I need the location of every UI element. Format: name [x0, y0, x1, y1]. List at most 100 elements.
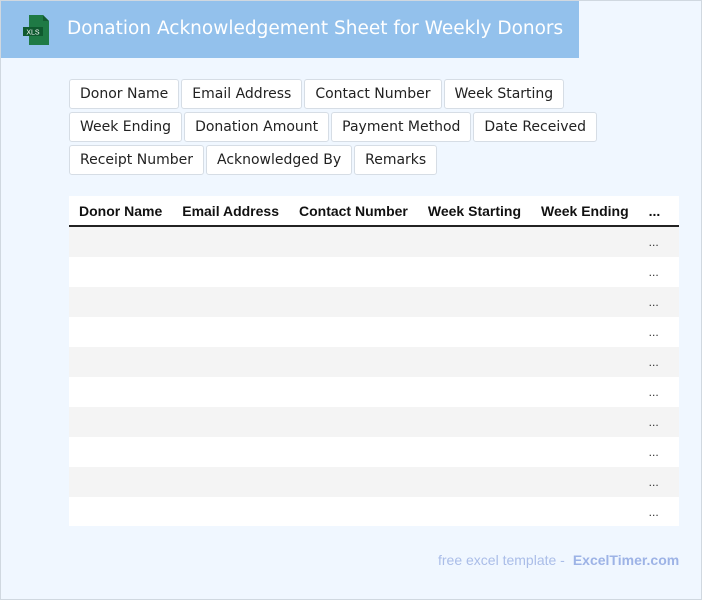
table-cell[interactable] [531, 497, 639, 526]
table-row: ... [69, 347, 679, 377]
table-cell[interactable] [289, 377, 418, 407]
table-cell[interactable] [172, 317, 289, 347]
table-cell[interactable] [172, 257, 289, 287]
table-cell[interactable]: ... [638, 407, 671, 437]
table-cell[interactable] [670, 287, 679, 317]
table-cell[interactable] [289, 257, 418, 287]
table-cell[interactable] [69, 467, 173, 497]
table-cell[interactable]: ... [638, 287, 671, 317]
table-cell[interactable] [417, 407, 531, 437]
column-header: Week Ending [531, 196, 639, 227]
table-cell[interactable] [172, 497, 289, 526]
table-cell[interactable] [69, 437, 172, 467]
table-cell[interactable]: ... [648, 385, 659, 399]
table-cell[interactable] [531, 437, 639, 467]
table-cell[interactable]: ... [648, 505, 659, 519]
table-cell[interactable] [531, 467, 639, 497]
table-cell[interactable] [288, 407, 418, 437]
table-cell[interactable] [531, 257, 639, 287]
table-row: ... [69, 317, 679, 347]
table-cell[interactable] [670, 467, 679, 497]
field-tag[interactable]: Date Received [473, 112, 598, 142]
table-row: ... [69, 467, 679, 497]
table-cell[interactable] [288, 347, 418, 377]
table-cell[interactable]: ... [638, 226, 671, 257]
column-header: Donor Name [69, 196, 173, 227]
table-cell[interactable] [417, 287, 531, 317]
footer-text: free excel template - [438, 552, 565, 568]
table-cell[interactable] [531, 226, 639, 257]
table-cell[interactable] [531, 287, 639, 317]
table-cell[interactable] [670, 497, 679, 526]
table-cell[interactable] [172, 347, 289, 377]
footer-brand-link[interactable]: ExcelTimer.com [572, 552, 680, 568]
column-header: Week Starting [417, 196, 531, 227]
table-cell[interactable] [531, 347, 639, 377]
table-cell[interactable] [670, 377, 679, 407]
table-cell[interactable] [531, 377, 639, 407]
table-cell[interactable] [288, 226, 418, 257]
table-row: ... [69, 377, 679, 407]
table-cell[interactable] [418, 437, 531, 467]
table-cell[interactable] [172, 377, 289, 407]
table-cell[interactable]: ... [638, 347, 671, 377]
table-cell[interactable] [69, 497, 172, 526]
table-cell[interactable] [289, 497, 418, 526]
table-cell[interactable] [69, 377, 172, 407]
field-tag[interactable]: Payment Method [331, 112, 472, 142]
column-header: ... [638, 196, 671, 227]
table-cell[interactable] [417, 347, 531, 377]
table-cell[interactable] [172, 437, 289, 467]
table-cell[interactable]: ... [648, 325, 659, 339]
column-header: Email Address [172, 196, 289, 227]
table-cell[interactable] [172, 407, 289, 437]
table-cell[interactable] [69, 317, 172, 347]
table-row: ... [69, 287, 679, 317]
field-tag[interactable]: Donor Name [69, 79, 180, 109]
table-cell[interactable]: ... [648, 445, 659, 459]
table-cell[interactable] [417, 226, 531, 257]
table-cell[interactable] [670, 226, 679, 257]
table-row: ... [69, 497, 679, 526]
table-cell[interactable] [289, 317, 418, 347]
table-cell[interactable] [172, 287, 289, 317]
table-cell[interactable] [172, 226, 289, 257]
table-row: ... [69, 226, 679, 257]
footer: free excel template - ExcelTimer.com [438, 552, 679, 568]
table-cell[interactable] [418, 497, 531, 526]
table-cell[interactable] [531, 317, 639, 347]
table-row: ... [69, 257, 679, 287]
page-title: Donation Acknowledgement Sheet for Weekl… [67, 18, 564, 39]
field-tag[interactable]: Week Ending [69, 112, 183, 142]
table-cell[interactable] [417, 467, 531, 497]
table-cell[interactable] [670, 347, 679, 377]
field-tag[interactable]: Email Address [181, 79, 303, 109]
column-header: Contact Number [288, 196, 418, 227]
field-tag[interactable]: Contact Number [304, 79, 442, 109]
table-cell[interactable] [670, 437, 679, 467]
table-cell[interactable] [670, 407, 679, 437]
field-tag[interactable]: Acknowledged By [205, 145, 353, 175]
table-cell[interactable] [670, 317, 679, 347]
table-cell[interactable] [289, 437, 418, 467]
table-cell[interactable]: ... [638, 467, 671, 497]
field-tag[interactable]: Donation Amount [184, 112, 330, 142]
table-cell[interactable] [418, 317, 531, 347]
table-cell[interactable] [69, 347, 173, 377]
table-cell[interactable] [670, 257, 679, 287]
field-tag[interactable]: Remarks [354, 145, 438, 175]
table-cell[interactable] [418, 257, 531, 287]
table-cell[interactable] [69, 226, 173, 257]
field-tag[interactable]: Week Starting [443, 79, 565, 109]
table-cell[interactable] [531, 407, 639, 437]
table-cell[interactable] [69, 407, 173, 437]
table-cell[interactable] [288, 287, 418, 317]
table-cell[interactable] [418, 377, 531, 407]
table-cell[interactable] [288, 467, 418, 497]
table-cell[interactable]: ... [648, 265, 659, 279]
field-tag[interactable]: Receipt Number [69, 145, 204, 175]
table-cell[interactable] [69, 257, 172, 287]
table-cell[interactable] [69, 287, 173, 317]
table-cell[interactable] [172, 467, 289, 497]
